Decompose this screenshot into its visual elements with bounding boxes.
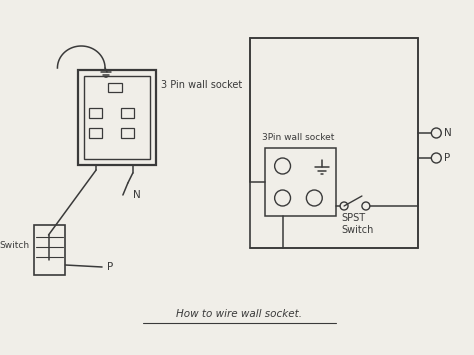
Text: 3 Pin wall socket: 3 Pin wall socket <box>161 80 242 90</box>
Bar <box>89 128 102 138</box>
Text: Switch: Switch <box>0 240 29 250</box>
Bar <box>121 128 134 138</box>
Text: P: P <box>444 153 450 163</box>
Bar <box>78 70 155 165</box>
Text: N: N <box>444 128 452 138</box>
Bar <box>89 108 102 118</box>
Bar <box>264 148 336 216</box>
Text: How to wire wall socket.: How to wire wall socket. <box>176 309 302 319</box>
Bar <box>250 38 419 248</box>
Bar <box>34 225 65 275</box>
Text: N: N <box>133 190 141 200</box>
Bar <box>108 83 122 92</box>
Text: 3Pin wall socket: 3Pin wall socket <box>262 133 334 142</box>
Text: SPST
Switch: SPST Switch <box>341 213 374 235</box>
Bar <box>121 108 134 118</box>
Text: P: P <box>107 262 113 272</box>
Bar <box>84 76 150 159</box>
